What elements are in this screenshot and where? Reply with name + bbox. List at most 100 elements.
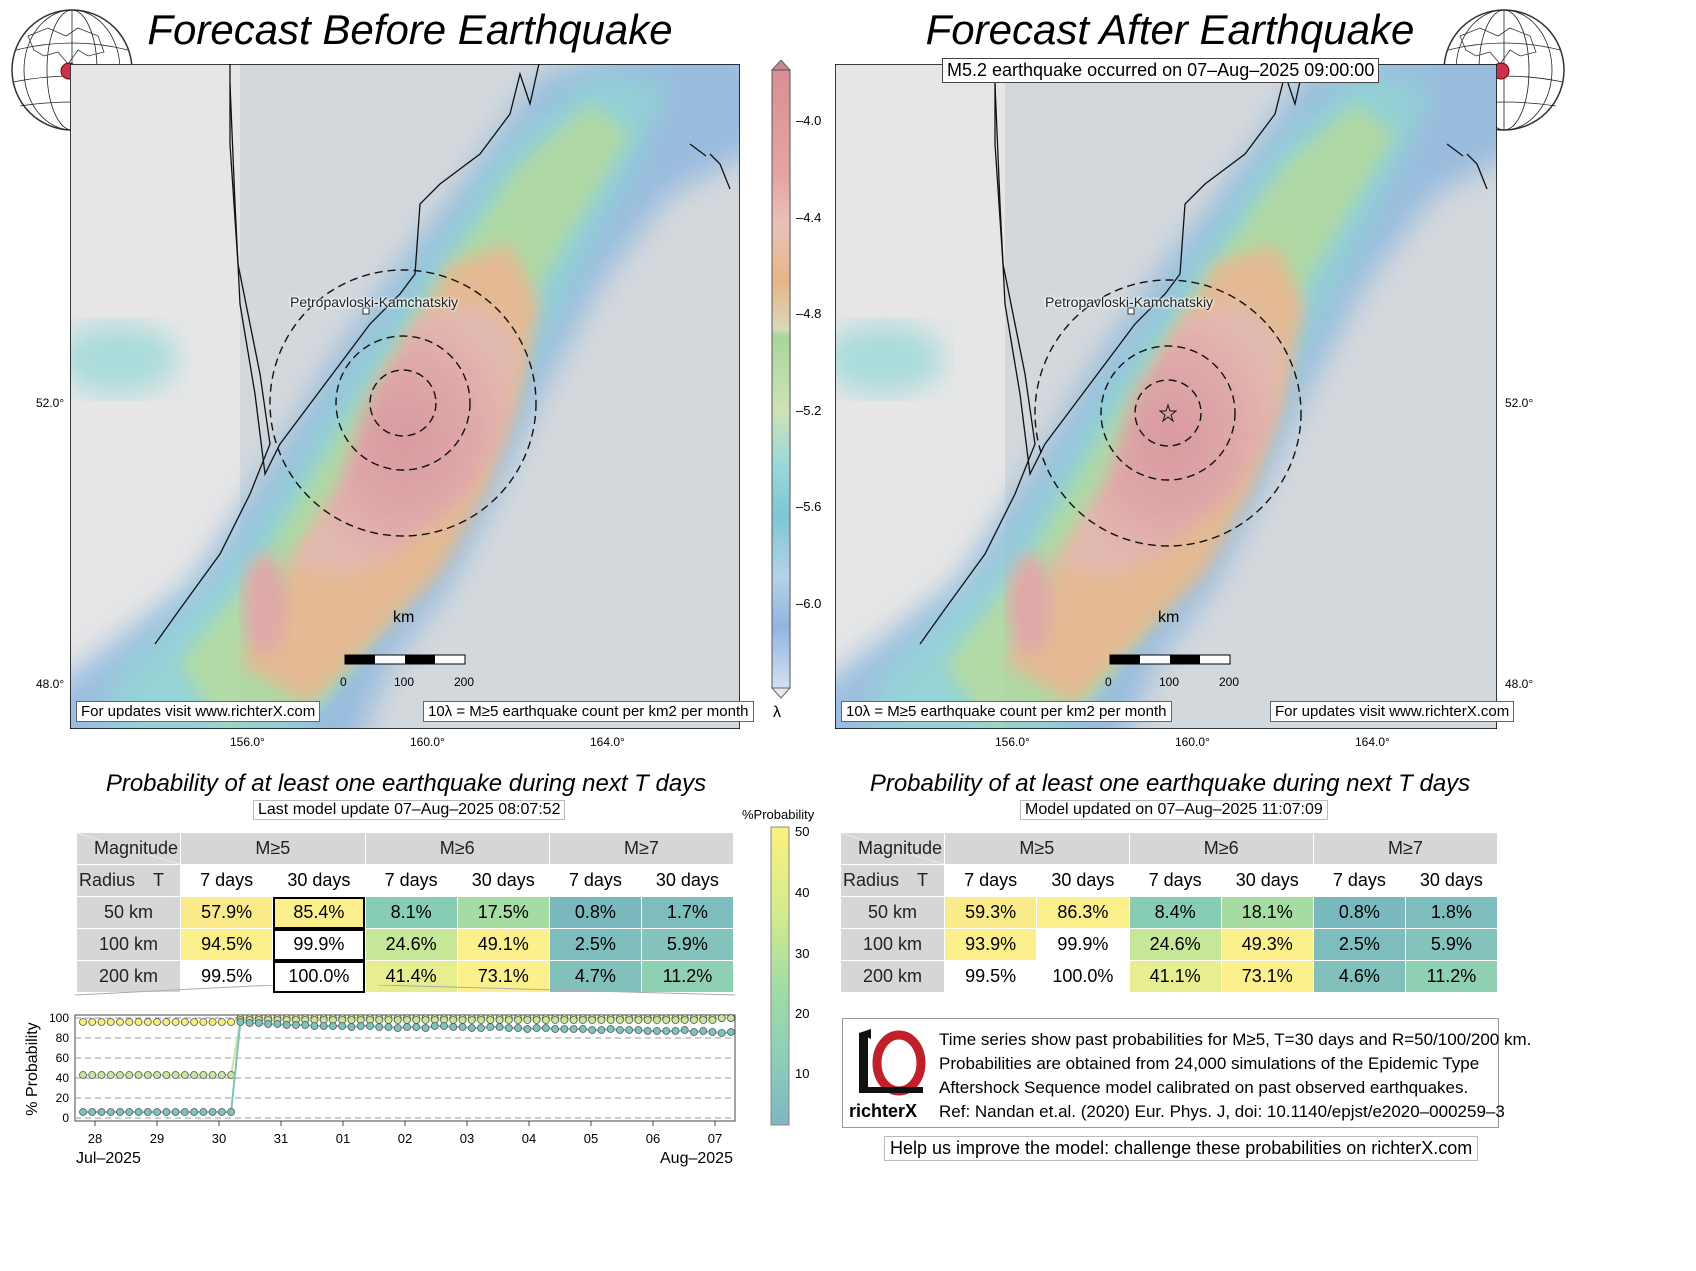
right-scale-tick-100: 100 [1159,675,1180,689]
help-link[interactable]: Help us improve the model: challenge the… [884,1136,1479,1161]
table-row: 100 km 94.5% 99.9% 24.6% 49.1% 2.5% 5.9% [75,928,735,961]
chart-point [523,1025,532,1033]
header-time: 30 days [1036,864,1130,897]
chart-point [97,1108,106,1116]
left-forecast-map[interactable] [70,64,740,729]
chart-point [190,1071,198,1079]
right-updates-note: For updates visit www.richterX.com [1270,701,1515,722]
chart-xtick-label: 07 [708,1131,722,1146]
richterx-logo-text: richterX [849,1101,918,1121]
chart-ytick-label: 20 [56,1091,70,1105]
chart-point [495,1023,504,1031]
chart-point [366,1022,374,1030]
corner-radius-cell: Radius T [839,864,946,897]
lambda-tick-4: –5.6 [796,499,822,514]
chart-ytick-label: 0 [62,1111,69,1125]
probability-cell: 49.3% [1220,928,1314,961]
chart-plot-area [74,1014,736,1122]
chart-point [625,1026,634,1034]
chart-point [634,1026,643,1034]
probability-cell: 17.5% [456,896,550,929]
probability-cell: 1.8% [1404,896,1499,929]
probability-cell: 99.5% [944,960,1038,993]
right-forecast-map[interactable] [835,64,1497,729]
chart-point [153,1071,161,1079]
lambda-tick-2: –4.8 [796,306,822,321]
chart-point [153,1018,161,1026]
chart-point [578,1025,587,1033]
header-time: 7 days [548,864,642,897]
chart-point [208,1071,217,1079]
table-row: 200 km 99.5% 100.0% 41.1% 73.1% 4.6% 11.2% [839,960,1499,993]
chart-point [282,1021,291,1029]
chart-point [569,1025,578,1033]
chart-ytick-label: 40 [56,1071,70,1085]
right-scale-km-label: km [1158,609,1180,626]
chart-point [643,1016,652,1024]
chart-point [551,1016,560,1024]
chart-xlabel-left: Jul–2025 [76,1150,141,1167]
left-lon-label-160: 160.0° [410,735,445,749]
chart-point [97,1071,106,1079]
chart-point [227,1018,236,1026]
chart-point [116,1108,124,1116]
probability-cell: 11.2% [1404,960,1499,993]
probability-cell: 18.1% [1220,896,1314,929]
chart-xtick-label: 04 [522,1131,536,1146]
right-scale-tick-200: 200 [1219,675,1240,689]
chart-ytick-label: 80 [56,1031,70,1045]
chart-point [116,1071,124,1079]
header-time: 30 days [1220,864,1314,897]
chart-point [708,1028,717,1036]
radius-label: 100 km [75,928,182,961]
chart-point [217,1108,226,1116]
corner-radius-label: Radius [843,870,900,890]
chart-xtick-label: 06 [646,1131,660,1146]
probability-cell: 93.9% [944,928,1038,961]
lambda-tick-0: –4.0 [796,113,822,128]
header-m7: M≥7 [548,832,735,865]
header-time: 30 days [456,864,550,897]
chart-point [180,1018,189,1026]
chart-point [338,1022,347,1030]
header-m5: M≥5 [180,832,366,865]
time-series-chart[interactable]: 100 80 60 40 20 0 28 29 30 31 01 02 03 04 05 06 07 [40,985,740,1170]
chart-point [449,1016,458,1024]
probability-cell: 8.1% [364,896,458,929]
left-scale-tick-100: 100 [394,675,415,689]
chart-point [208,1108,217,1116]
chart-ytick-label: 100 [49,1011,69,1025]
chart-point [412,1016,421,1024]
chart-point [199,1108,208,1116]
right-lon-label-160: 160.0° [1175,735,1210,749]
chart-point [162,1071,171,1079]
corner-magnitude-label: Magnitude [93,838,179,858]
chart-xtick-label: 05 [584,1131,598,1146]
chart-point [199,1071,208,1079]
chart-point [79,1071,87,1079]
chart-point [458,1023,467,1031]
corner-magnitude-cell: Magnitude [75,832,182,865]
chart-point [125,1018,134,1026]
chart-point [690,1016,698,1024]
chart-point [79,1018,87,1026]
chart-point [264,1020,273,1028]
chart-point [699,1016,708,1024]
chart-xtick-label: 02 [398,1131,412,1146]
chart-point [301,1021,310,1029]
chart-point [541,1016,550,1024]
info-line-4: Ref: Nandan et.al. (2020) Eur. Phys. J, … [939,1102,1505,1121]
probability-cell: 1.7% [640,896,735,929]
probability-cell: 99.9% [272,928,366,961]
right-lat-label-48: 48.0° [1505,677,1534,691]
chart-point [153,1108,161,1116]
chart-point [134,1071,143,1079]
probability-cell: 100.0% [1036,960,1130,993]
lambda-tick-1: –4.4 [796,210,822,225]
chart-point [171,1018,180,1026]
chart-point [106,1108,115,1116]
probability-cell: 0.8% [548,896,642,929]
chart-point [171,1071,180,1079]
lambda-colorbar-gradient [770,60,792,699]
left-table-title: Probability of at least one earthquake d… [105,770,707,797]
